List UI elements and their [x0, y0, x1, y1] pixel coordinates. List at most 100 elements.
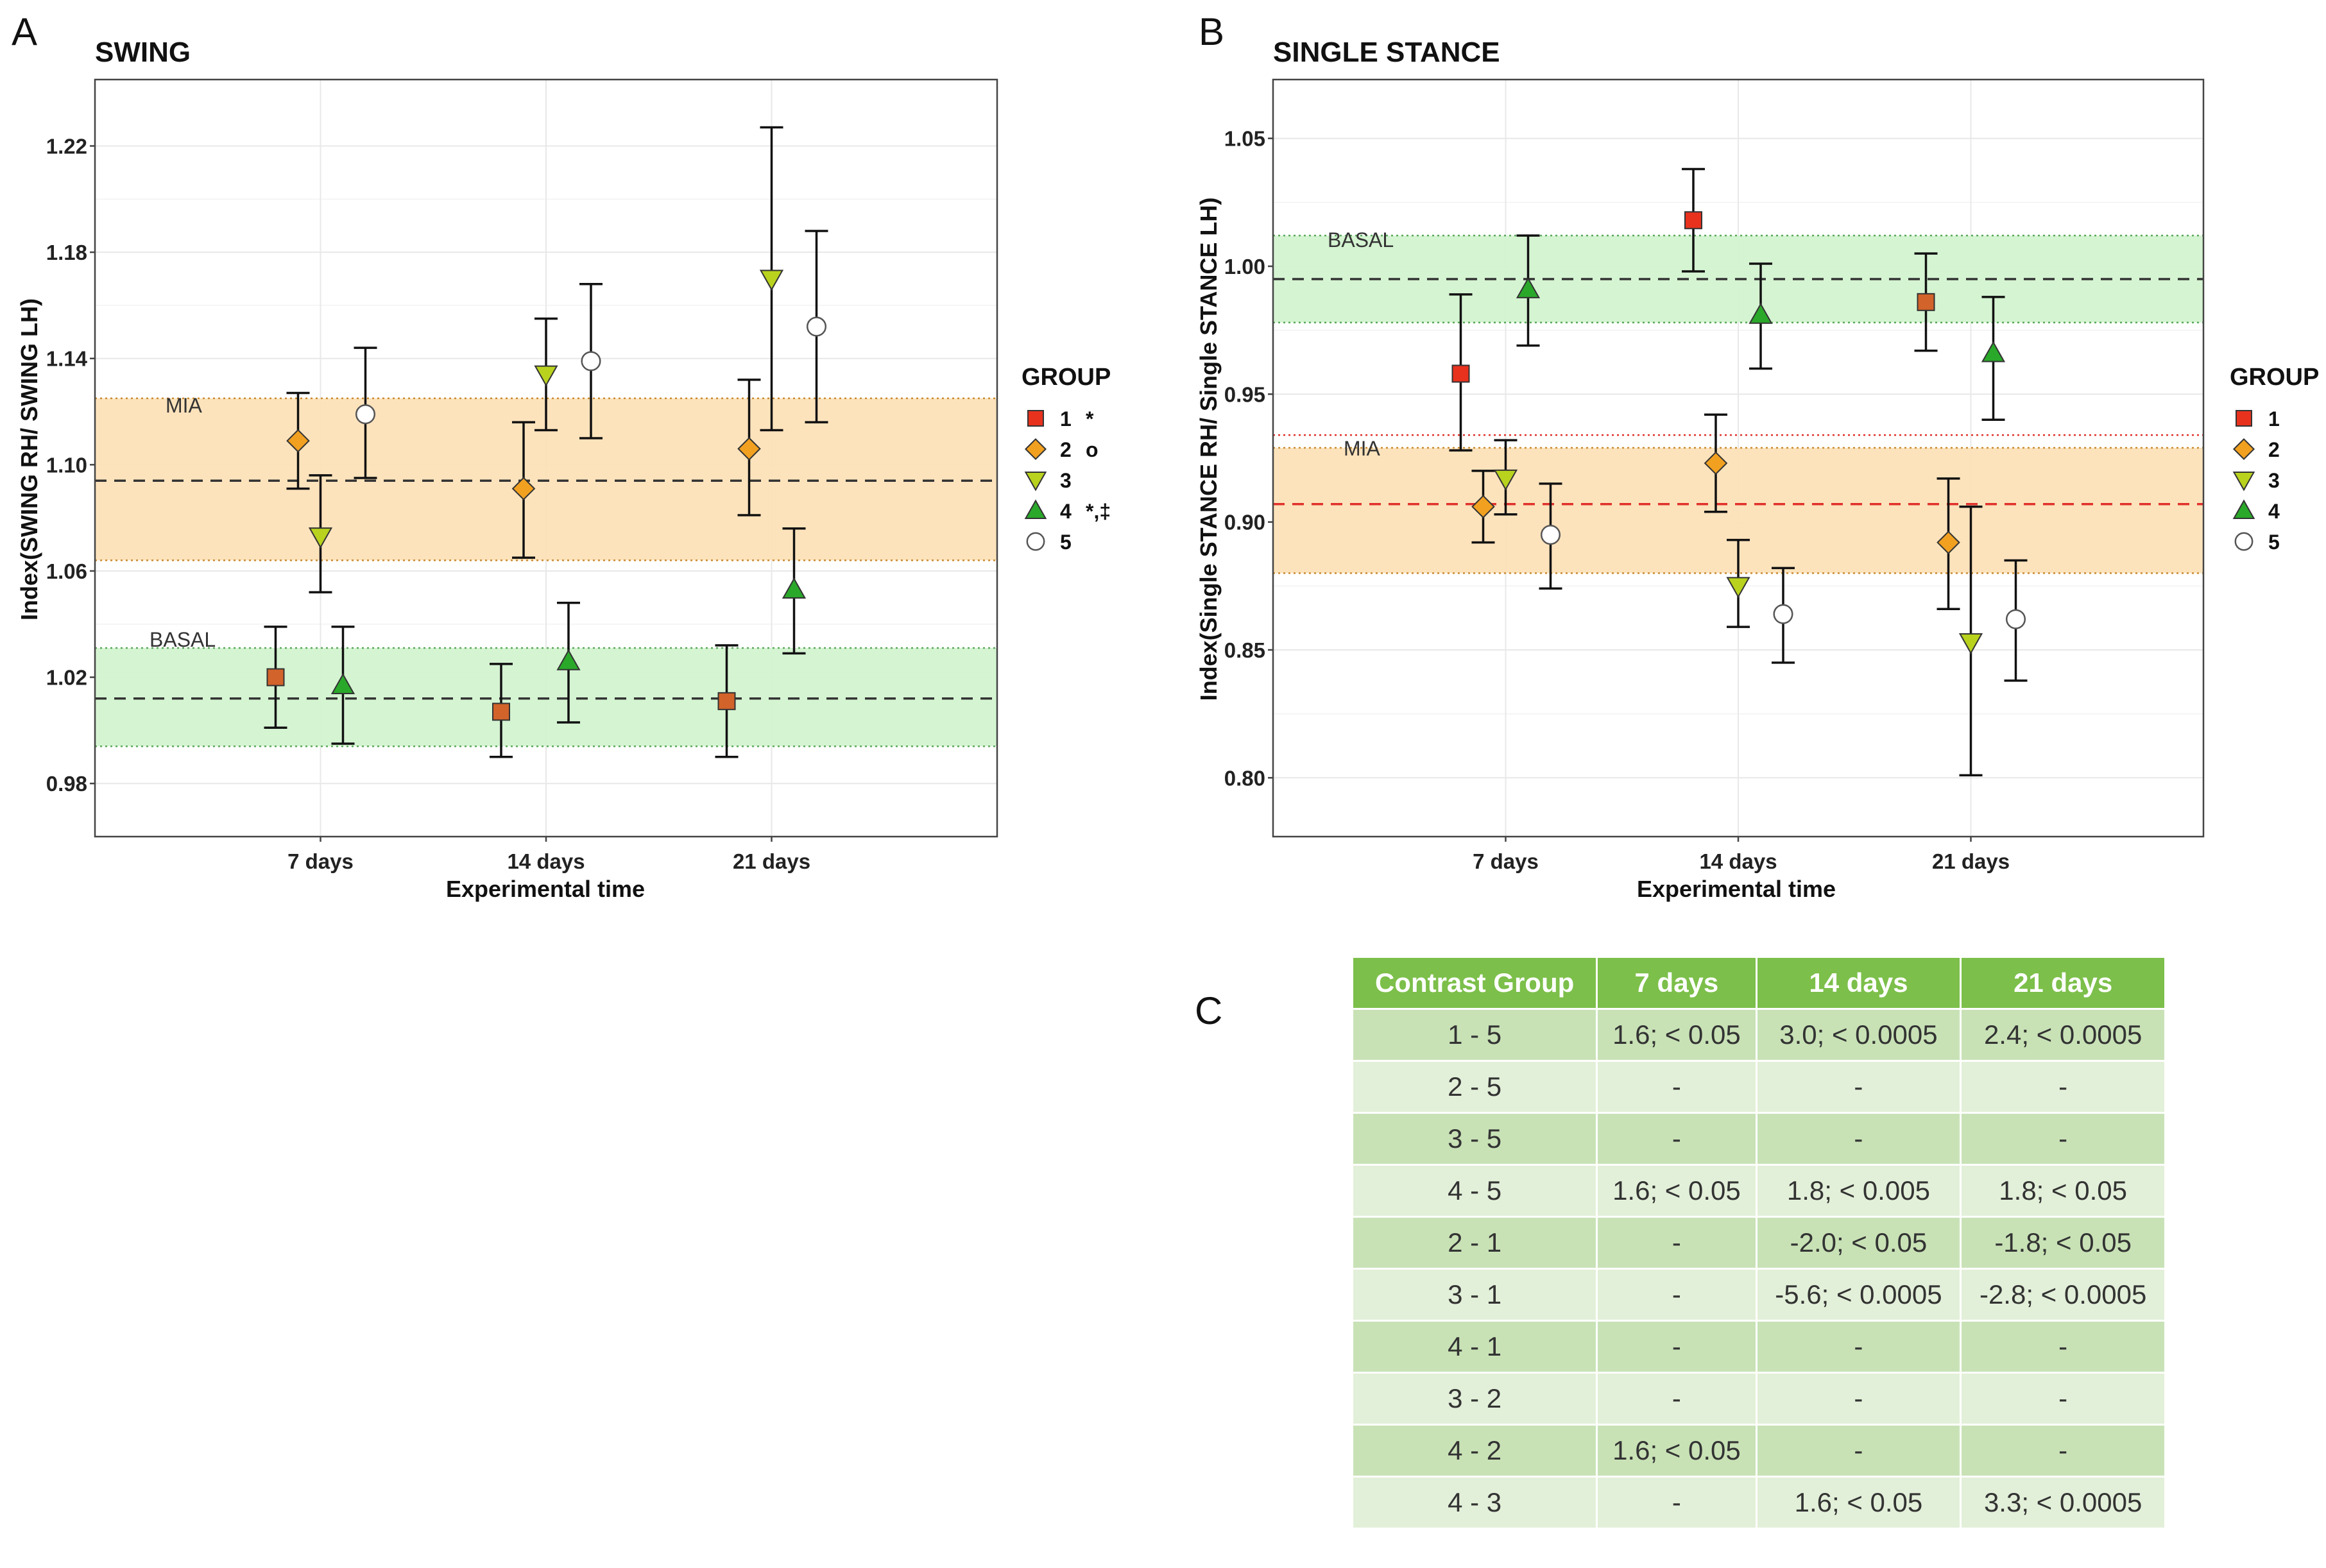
chart-a-legend-significance-mark: o — [1086, 438, 1099, 461]
chart-a-band-label: MIA — [166, 394, 203, 417]
table-cell: - — [1598, 1114, 1756, 1164]
table-cell: - — [1598, 1270, 1756, 1320]
table-cell: - — [1757, 1062, 1960, 1112]
legend-b-title: GROUP — [2230, 364, 2319, 391]
table-cell: - — [1962, 1114, 2164, 1164]
chart-a-plot: MIA BASAL 0.98 1.02 1.06 1.10 1.14 1.18 1.22 7 da… — [46, 78, 998, 873]
chart-a-legend-label: 3 — [1060, 469, 1072, 492]
chart-a-legend-label: 2 — [1060, 438, 1072, 461]
chart-b-xtick-label: 7 days — [1473, 849, 1539, 873]
table-cell: - — [1598, 1478, 1756, 1528]
table-row: 2 - 5--- — [1353, 1062, 2164, 1112]
chart-a-point-group-1 — [492, 703, 510, 721]
chart-b-legend-key-group-2 — [2232, 438, 2255, 461]
chart-b-point-group-4 — [1749, 302, 1773, 324]
chart-b-point-group-5 — [2005, 609, 2026, 629]
chart-b-point-group-1 — [1451, 364, 1470, 383]
chart-b-ytick-label: 0.90 — [1224, 511, 1265, 534]
table-cell: 4 - 5 — [1353, 1166, 1596, 1216]
table-cell: 3.0; < 0.0005 — [1757, 1010, 1960, 1060]
table-cell: 1.8; < 0.005 — [1757, 1166, 1960, 1216]
table-cell: 4 - 1 — [1353, 1322, 1596, 1372]
table-cell: -2.0; < 0.05 — [1757, 1218, 1960, 1268]
table-row: 4 - 5 1.6; < 0.05 1.8; < 0.005 1.8; < 0.05 — [1353, 1166, 2164, 1216]
chart-b-xtick-label: 21 days — [1932, 849, 2010, 873]
chart-b-ytick-label: 1.05 — [1224, 127, 1265, 151]
chart-a-point-group-2 — [511, 477, 536, 500]
table-cell: 2.4; < 0.0005 — [1962, 1010, 2164, 1060]
chart-a-title: SWING — [95, 37, 191, 68]
chart-b-band-label: MIA — [1344, 437, 1381, 460]
table-cell: - — [1598, 1218, 1756, 1268]
chart-a-legend-significance-mark: * — [1086, 407, 1094, 430]
table-cell: 1.8; < 0.05 — [1962, 1166, 2164, 1216]
chart-a-ytick-label: 1.22 — [46, 135, 87, 158]
chart-a-point-group-3 — [308, 527, 333, 549]
chart-b-title: SINGLE STANCE — [1273, 37, 1500, 68]
table-cell: 3 - 2 — [1353, 1374, 1596, 1424]
chart-a-ytick-label: 1.14 — [46, 347, 88, 371]
chart-b-point-group-1 — [1684, 211, 1702, 230]
chart-b-legend-label: 1 — [2268, 407, 2280, 430]
chart-a-xlabel: Experimental time — [446, 876, 645, 902]
chart-a-point-group-5 — [806, 316, 827, 337]
chart-b-point-group-2 — [1471, 495, 1495, 519]
chart-b-ytick-label: 0.95 — [1224, 382, 1265, 406]
chart-b-point-group-3 — [1958, 633, 1983, 654]
chart-b-legend-label: 4 — [2268, 500, 2280, 523]
chart-a-legend-key-group-4 — [1024, 499, 1047, 519]
chart-b-point-group-2 — [1937, 531, 1960, 554]
chart-a-point-group-5 — [355, 404, 376, 425]
table-row: 3 - 2--- — [1353, 1374, 2164, 1424]
chart-a-point-group-4 — [782, 577, 807, 599]
table-row: 4 - 1--- — [1353, 1322, 2164, 1372]
chart-a-point-group-1 — [717, 692, 736, 710]
table-cell: 4 - 2 — [1353, 1426, 1596, 1476]
table-cell: - — [1598, 1322, 1756, 1372]
table-cell: -2.8; < 0.0005 — [1962, 1270, 2164, 1320]
chart-a-legend-label: 4 — [1060, 500, 1072, 523]
chart-a-ylabel: Index(SWING RH/ SWING LH) — [16, 298, 42, 620]
chart-b-ytick-label: 0.85 — [1224, 638, 1265, 662]
chart-b-point-group-4 — [1981, 341, 2006, 362]
chart-a-legend-significance-mark: *,‡ — [1086, 500, 1111, 523]
chart-a-xtick-label: 14 days — [507, 849, 585, 873]
table-cell: 1.6; < 0.05 — [1757, 1478, 1960, 1528]
table-header-row: Contrast Group 7 days 14 days 21 days — [1353, 958, 2164, 1008]
table-cell: - — [1962, 1426, 2164, 1476]
chart-a-point-group-3 — [534, 365, 558, 387]
chart-a-ytick-label: 1.10 — [46, 453, 87, 477]
table-cell: -5.6; < 0.0005 — [1757, 1270, 1960, 1320]
table-row: 1 - 5 1.6; < 0.05 3.0; < 0.0005 2.4; < 0.00… — [1353, 1010, 2164, 1060]
chart-a-ytick-label: 1.18 — [46, 241, 87, 264]
chart-b-band-label: BASAL — [1328, 228, 1394, 251]
chart-a-point-group-5 — [581, 351, 601, 371]
chart-a-legend-key-group-2 — [1024, 438, 1047, 461]
chart-b-legend-label: 3 — [2268, 469, 2280, 492]
chart-b-plot: MIA BASAL 0.80 0.85 0.90 0.95 1.00 1.05 7 days 14… — [1224, 78, 2205, 873]
chart-b-point-group-3 — [1493, 469, 1518, 491]
table-cell: -1.8; < 0.05 — [1962, 1218, 2164, 1268]
chart-b-point-group-2 — [1704, 451, 1728, 475]
chart-a-ytick-label: 1.02 — [46, 666, 87, 690]
chart-b-legend-key-group-4 — [2232, 499, 2255, 519]
table-cell: 1.6; < 0.05 — [1598, 1166, 1756, 1216]
table-cell: - — [1962, 1062, 2164, 1112]
chart-a-point-group-4 — [556, 649, 581, 670]
chart-a-legend-key-group-1 — [1027, 410, 1044, 427]
chart-b-point-group-5 — [1540, 525, 1561, 545]
table-cell: 2 - 5 — [1353, 1062, 1596, 1112]
chart-b-ylabel: Index(Single STANCE RH/ Single STANCE LH… — [1195, 198, 1222, 701]
chart-a-point-group-1 — [266, 668, 285, 686]
chart-b-ytick-label: 0.80 — [1224, 766, 1265, 790]
table-cell: - — [1757, 1374, 1960, 1424]
table-cell: 1.6; < 0.05 — [1598, 1010, 1756, 1060]
chart-a-point-group-3 — [759, 269, 784, 291]
chart-a-xtick-label: 7 days — [287, 849, 354, 873]
chart-b-legend-key-group-1 — [2236, 410, 2252, 427]
table-cell: - — [1598, 1374, 1756, 1424]
chart-b-point-group-3 — [1726, 577, 1750, 599]
table-cell: 3 - 5 — [1353, 1114, 1596, 1164]
table-cell: 2 - 1 — [1353, 1218, 1596, 1268]
